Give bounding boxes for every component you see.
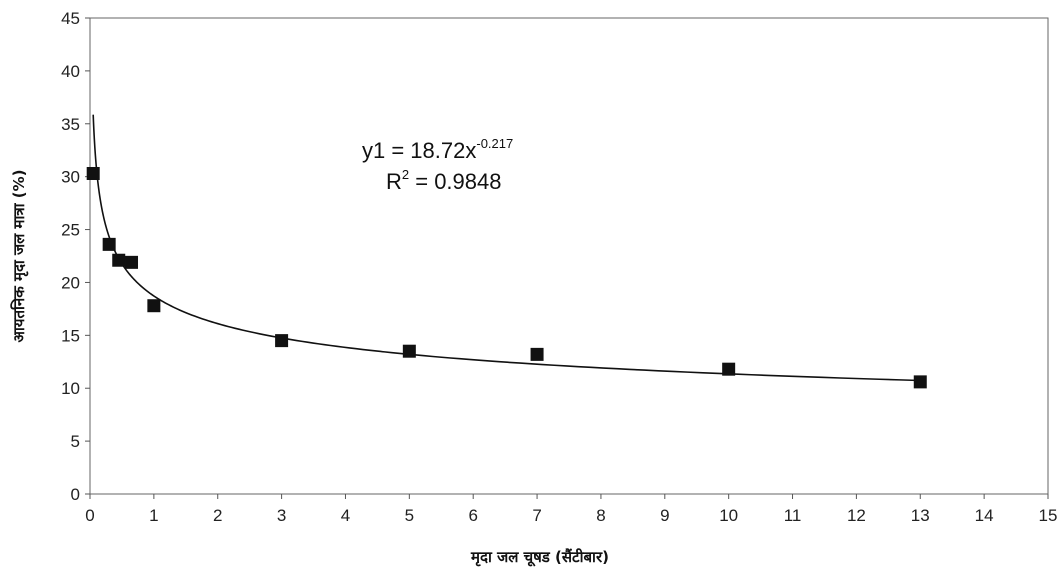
y-tick-label: 10: [61, 379, 80, 398]
x-axis-title: मृदा जल चूषड (सैंटीबार): [470, 548, 609, 567]
data-point: [102, 237, 116, 251]
x-tick-label: 6: [468, 506, 477, 525]
data-point: [275, 334, 289, 348]
data-point: [402, 344, 416, 358]
x-tick-label: 9: [660, 506, 669, 525]
data-point: [530, 347, 544, 361]
data-point: [125, 255, 139, 269]
x-tick-label: 0: [85, 506, 94, 525]
r2-label: R: [386, 169, 402, 194]
y-tick-label: 45: [61, 9, 80, 28]
x-tick-label: 10: [719, 506, 738, 525]
y-axis-title: आयतनिक मृदा जल मात्रा (%): [10, 169, 29, 342]
y-tick-label: 15: [61, 326, 80, 345]
x-tick-label: 11: [784, 506, 802, 525]
x-tick-label: 13: [911, 506, 930, 525]
plot-area: [89, 17, 1049, 495]
x-tick-label: 8: [596, 506, 605, 525]
data-point: [86, 166, 100, 180]
data-point: [112, 253, 126, 267]
x-tick-label: 15: [1039, 506, 1058, 525]
y-tick-label: 35: [61, 115, 80, 134]
x-tick-label: 7: [532, 506, 541, 525]
r2-value: = 0.9848: [409, 169, 501, 194]
data-point: [722, 362, 736, 376]
y-tick-label: 25: [61, 221, 80, 240]
x-tick-label: 1: [149, 506, 158, 525]
x-tick-label: 2: [213, 506, 222, 525]
equation-line-1: y1 = 18.72x-0.217: [362, 136, 513, 163]
x-tick-label: 14: [975, 506, 994, 525]
r2-superscript: 2: [402, 167, 409, 182]
y-tick-label: 5: [71, 432, 80, 451]
x-tick-label: 12: [847, 506, 866, 525]
y-tick-label: 20: [61, 273, 80, 292]
y-tick-label: 30: [61, 168, 80, 187]
x-axis-ticks: 0 1 2 3 4 5 6 7 8 9 10 11 12 13 14 15: [85, 494, 1057, 525]
y-tick-label: 40: [61, 62, 80, 81]
trendline: [92, 114, 921, 382]
x-tick-label: 3: [277, 506, 286, 525]
equation-line-2: R2 = 0.9848: [386, 167, 502, 194]
x-tick-label: 4: [341, 506, 350, 525]
equation-base: y1 = 18.72x: [362, 138, 476, 163]
data-points: [86, 166, 927, 389]
data-point: [913, 375, 927, 389]
x-tick-label: 5: [405, 506, 414, 525]
y-tick-label: 0: [71, 485, 80, 504]
y-axis-ticks: 0 5 10 15 20 25 30 35 40 45: [61, 9, 90, 504]
data-point: [147, 299, 161, 313]
equation-exponent: -0.217: [476, 136, 513, 151]
